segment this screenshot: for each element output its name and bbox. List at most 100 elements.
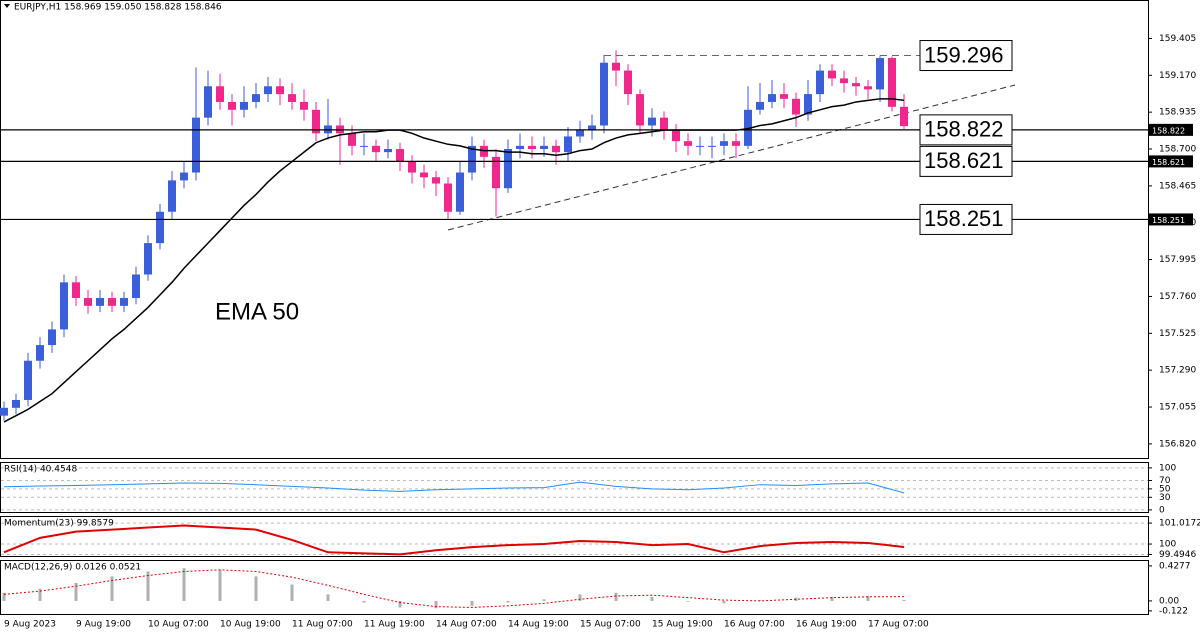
y-tick-label: 158.700 (1159, 145, 1196, 155)
candle-body (540, 145, 548, 150)
macd-bar (398, 600, 402, 608)
y-tick-label: 157.760 (1159, 292, 1196, 302)
candle-body (204, 86, 212, 118)
x-tick-label: 9 Aug 19:00 (76, 620, 131, 630)
y-tick-label: 30 (1159, 493, 1171, 503)
candle-body (192, 117, 200, 173)
macd-bar (182, 568, 186, 601)
candle-body (480, 145, 488, 157)
x-tick-label: 15 Aug 07:00 (580, 620, 641, 630)
macd-bar (74, 582, 78, 601)
candle-body (672, 130, 680, 142)
candle-body (240, 101, 248, 110)
candle-body (108, 298, 116, 306)
candle-body (456, 172, 464, 212)
candle-body (12, 399, 20, 408)
candle-body (84, 298, 92, 306)
candle-body (900, 106, 908, 127)
candle-body (888, 58, 896, 107)
candle-body (624, 70, 632, 95)
candle-body (348, 133, 356, 146)
candle-body (768, 94, 776, 102)
candle-body (636, 94, 644, 126)
macd-bar (470, 600, 474, 606)
macd-bar (434, 600, 438, 609)
momentum-panel-frame (0, 516, 1149, 557)
trend-line (447, 84, 1016, 231)
y-tick-label: 159.170 (1159, 71, 1196, 81)
x-tick-label: 16 Aug 19:00 (796, 620, 857, 630)
macd-bar (38, 588, 42, 601)
x-tick-label: 16 Aug 07:00 (724, 620, 785, 630)
candle-body (0, 407, 8, 416)
axis-level-label: 158.251 (1152, 216, 1185, 225)
candle-body (252, 94, 260, 102)
candle-body (300, 101, 308, 110)
macd-bar (866, 596, 870, 601)
level-box (919, 203, 1013, 235)
resistance-label: 159.296 (924, 42, 1004, 67)
macd-bar (110, 576, 114, 601)
candle-body (612, 62, 620, 71)
candle-body (96, 298, 104, 306)
ema-line (3, 98, 905, 423)
candle-body (660, 117, 668, 131)
candle-body (36, 345, 44, 361)
candle-body (588, 125, 596, 131)
candle-body (648, 117, 656, 126)
y-tick-label: 101.0172 (1159, 519, 1200, 529)
y-tick-label: 0.00 (1159, 596, 1179, 606)
candle-body (516, 145, 524, 150)
candle-body (732, 141, 740, 146)
candle-body (24, 360, 32, 400)
x-tick-label: 14 Aug 19:00 (508, 620, 569, 630)
indicator-title: Momentum(23) 99.8579 (4, 519, 114, 529)
level-label: 158.251 (924, 206, 1004, 231)
macd-bar (290, 584, 294, 601)
macd-bar (686, 600, 690, 602)
candle-body (420, 172, 428, 178)
y-tick-label: 70 (1159, 476, 1171, 486)
y-tick-label: 157.290 (1159, 366, 1196, 376)
y-tick-label: 156.820 (1159, 439, 1196, 449)
candle-body (504, 149, 512, 189)
candle-body (876, 58, 884, 90)
candle-body (48, 329, 56, 346)
y-tick-label: 158.935 (1159, 108, 1196, 118)
macd-bar (650, 596, 654, 601)
macd-bar (614, 592, 618, 601)
candle-body (780, 94, 788, 99)
candle-body (552, 145, 560, 153)
y-tick-label: 158.465 (1159, 181, 1196, 191)
x-tick-label: 10 Aug 19:00 (220, 620, 281, 630)
candle-body (864, 86, 872, 90)
level-box (919, 114, 1013, 146)
candle-body (72, 282, 80, 299)
candle-body (396, 149, 404, 162)
candle-body (792, 98, 800, 115)
candle-body (708, 145, 716, 147)
candle-body (132, 274, 140, 299)
candle-body (156, 211, 164, 244)
macd-bar (326, 594, 330, 601)
macd-bar (2, 592, 6, 601)
candle-body (564, 136, 572, 153)
candle-body (216, 86, 224, 102)
axis-level-label: 158.822 (1152, 126, 1185, 135)
macd-bar (506, 600, 510, 603)
candle-body (840, 78, 848, 84)
axis-level-box (1149, 155, 1193, 168)
axis-level-box (1149, 123, 1193, 136)
macd-bar (146, 571, 150, 601)
x-tick-label: 15 Aug 19:00 (652, 620, 713, 630)
macd-bar (902, 599, 906, 601)
y-tick-label: 157.055 (1159, 403, 1196, 413)
macd-bar (218, 569, 222, 601)
x-tick-label: 17 Aug 07:00 (868, 620, 929, 630)
signal-line (3, 569, 905, 608)
candle-body (816, 70, 824, 95)
rsi-panel-frame (0, 462, 1149, 513)
macd-bar (542, 599, 546, 601)
candle-body (384, 149, 392, 153)
candle-body (180, 172, 188, 181)
